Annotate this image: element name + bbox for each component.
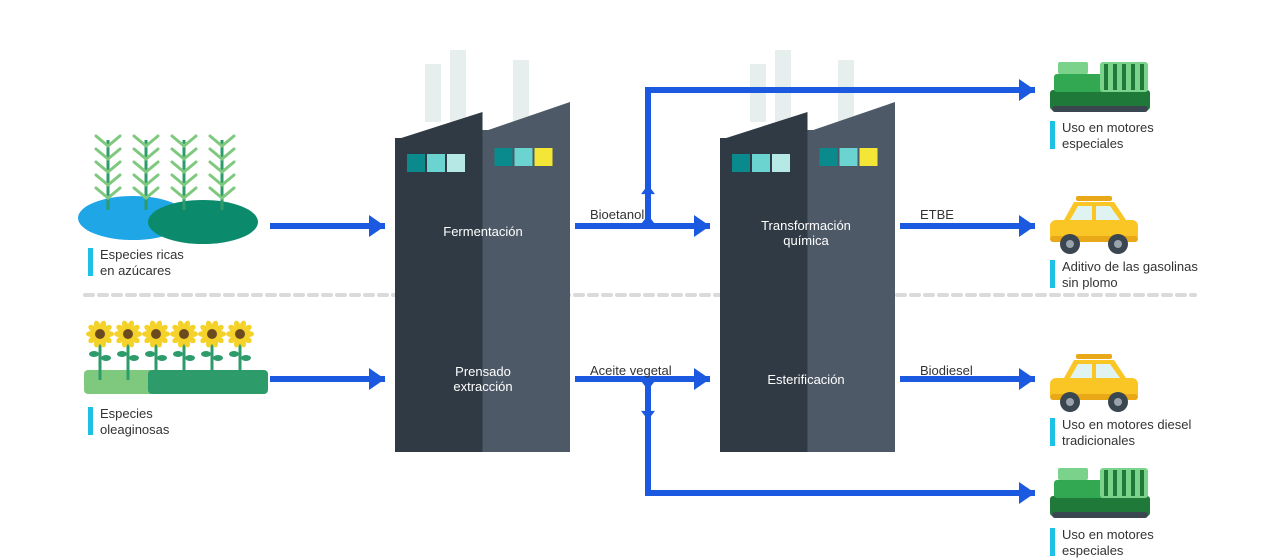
tractor-icon	[1050, 62, 1150, 112]
accent-bar	[1050, 418, 1055, 446]
output-2-caption: Aditivo de las gasolinassin plomo	[1062, 259, 1198, 292]
flow-label-aceite: Aceite vegetal	[590, 363, 672, 378]
flow-arrow	[270, 215, 385, 237]
flow-label-etbe: ETBE	[920, 207, 954, 222]
accent-bar	[1050, 528, 1055, 556]
accent-bar	[88, 248, 93, 276]
factory1-top-label: Fermentación	[403, 224, 563, 239]
input-sugar-caption: Especies ricasen azúcares	[100, 247, 184, 280]
factory-icon	[720, 50, 895, 452]
flow-stub-icon	[641, 185, 655, 194]
accent-bar	[1050, 121, 1055, 149]
output-4-caption: Uso en motoresespeciales	[1062, 527, 1154, 560]
factory1-bottom-label: Prensadoextracción	[403, 364, 563, 394]
sunflower-crops-icon	[84, 320, 268, 394]
flow-label-biodiesel: Biodiesel	[920, 363, 973, 378]
flow-stub-icon	[641, 411, 655, 420]
factory2-bottom-label: Esterificación	[726, 372, 886, 387]
tractor-icon	[1050, 468, 1150, 518]
flow-arrow	[270, 368, 385, 390]
factory2-top-label: Transformaciónquímica	[726, 218, 886, 248]
sugar-crops-icon	[78, 136, 258, 244]
output-1-caption: Uso en motoresespeciales	[1062, 120, 1154, 153]
car-icon	[1050, 196, 1138, 254]
accent-bar	[88, 407, 93, 435]
flow-stub-icon	[641, 381, 655, 390]
flow-label-bioetanol: Bioetanol	[590, 207, 644, 222]
car-icon	[1050, 354, 1138, 412]
accent-bar	[1050, 260, 1055, 288]
output-3-caption: Uso en motores dieseltradicionales	[1062, 417, 1191, 450]
input-oil-caption: Especiesoleaginosas	[100, 406, 169, 439]
